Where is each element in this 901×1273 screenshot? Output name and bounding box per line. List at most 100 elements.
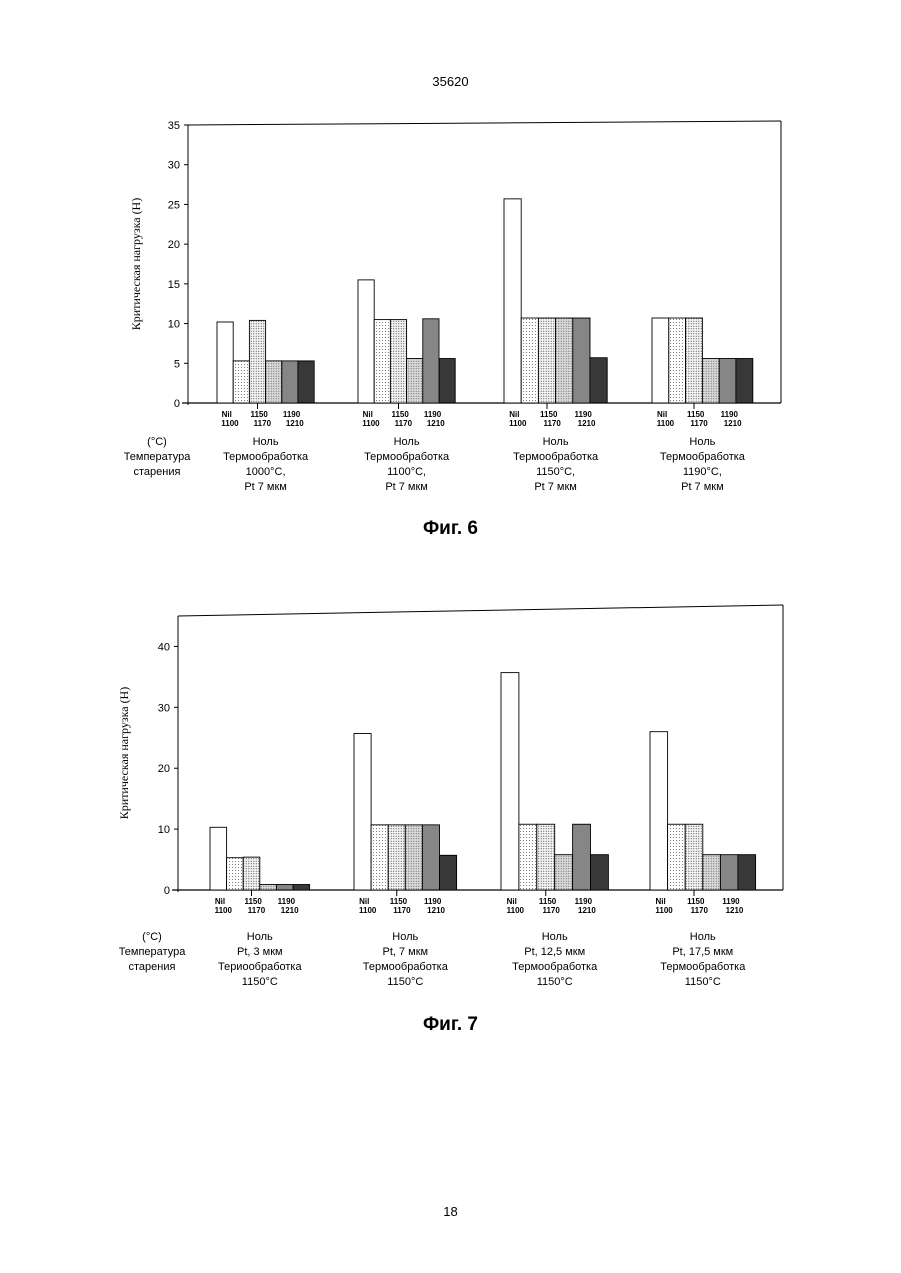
x-tick-label: Nil — [509, 410, 519, 419]
group-label-line: 1150°C, — [536, 466, 575, 478]
bar-1100-group-2 — [374, 320, 390, 403]
x-tick-label: 1170 — [690, 419, 708, 428]
bar-1190-group-2 — [422, 825, 439, 890]
bar-1170-group-1 — [266, 361, 282, 403]
x-tick-label: 1210 — [281, 906, 299, 915]
x-tick-label: 1190 — [722, 897, 740, 906]
y-tick-label: 35 — [168, 120, 180, 132]
y-axis-label: Критическая нагрузка (Н) — [129, 198, 143, 330]
x-tick-label: 1210 — [578, 419, 596, 428]
x-tick-label: 1210 — [286, 419, 304, 428]
x-tick-label: 1100 — [657, 419, 675, 428]
x-tick-label: 1190 — [575, 897, 593, 906]
bar-1170-group-2 — [407, 359, 423, 403]
bar-1150-group-4 — [685, 824, 703, 890]
bar-1170-group-3 — [555, 855, 573, 890]
x-tick-label: 1190 — [721, 410, 739, 419]
x-tick-label: 1170 — [542, 906, 560, 915]
x-tick-label: 1100 — [215, 906, 233, 915]
bar-1210-group-4 — [736, 359, 753, 403]
x-tick-label: 1210 — [724, 419, 742, 428]
bar-nil-group-1 — [210, 827, 227, 890]
group-label-line: Pt, 3 мкм — [237, 946, 283, 958]
figure-6-chart: 05101520253035Критическая нагрузка (Н)(°… — [0, 0, 901, 520]
group-label-line: Pt, 7 мкм — [382, 946, 428, 958]
group-label-line: Термообработка — [223, 451, 309, 463]
group-label-line: Ноль — [247, 931, 273, 943]
bar-1100-group-3 — [521, 318, 538, 403]
x-tick-label: 1210 — [427, 906, 445, 915]
bar-1170-group-4 — [703, 855, 721, 890]
x-tick-label: 1170 — [543, 419, 561, 428]
x-tick-label: 1150 — [687, 410, 705, 419]
group-label-line: Pt 7 мкм — [681, 481, 724, 493]
group-label-line: Термообработка — [660, 451, 746, 463]
x-tick-label: 1150 — [244, 897, 262, 906]
x-tick-label: 1210 — [726, 906, 744, 915]
bar-1210-group-3 — [590, 358, 607, 403]
bar-1150-group-4 — [686, 318, 703, 403]
bar-1190-group-1 — [276, 885, 293, 890]
group-label-line: 1000°C, — [246, 466, 286, 478]
x-tick-label: 1100 — [509, 419, 527, 428]
bar-1150-group-1 — [249, 320, 265, 403]
x-tick-label: 1210 — [427, 419, 445, 428]
group-label-line: Ноль — [689, 436, 715, 448]
bar-nil-group-4 — [652, 318, 669, 403]
group-label-line: Термообработка — [513, 451, 599, 463]
group-label-line: Термообработка — [364, 451, 450, 463]
y-tick-label: 10 — [158, 824, 170, 836]
plot-frame-top — [188, 121, 781, 125]
x-tick-label: 1150 — [250, 410, 268, 419]
y-axis-label: Критическая нагрузка (Н) — [117, 687, 131, 819]
y-tick-label: 15 — [168, 279, 180, 291]
x-tick-label: 1170 — [393, 906, 411, 915]
x-tick-label: 1100 — [507, 906, 525, 915]
bar-1190-group-1 — [282, 361, 298, 403]
x-tick-label: 1210 — [578, 906, 596, 915]
bar-1100-group-2 — [371, 825, 388, 890]
bar-1150-group-3 — [537, 824, 555, 890]
row-label: Температура — [124, 451, 192, 463]
group-label-line: Pt 7 мкм — [385, 481, 428, 493]
y-tick-label: 10 — [168, 319, 180, 331]
figure-7-caption: Фиг. 7 — [0, 1014, 901, 1036]
x-tick-label: Nil — [655, 897, 665, 906]
group-label-line: Ноль — [542, 931, 568, 943]
x-tick-label: 1190 — [574, 410, 592, 419]
x-tick-label: 1190 — [283, 410, 301, 419]
x-tick-label: Nil — [507, 897, 517, 906]
bar-1210-group-1 — [293, 885, 310, 890]
y-tick-label: 30 — [168, 160, 180, 172]
group-label-line: Териообработка — [218, 961, 303, 973]
group-label-line: Pt, 12,5 мкм — [524, 946, 585, 958]
bar-1170-group-2 — [405, 825, 422, 890]
bar-nil-group-3 — [501, 673, 519, 890]
group-label-line: 1150°C — [387, 976, 423, 988]
group-label-line: Ноль — [543, 436, 569, 448]
bar-1100-group-4 — [668, 824, 686, 890]
x-tick-label: 1150 — [391, 410, 409, 419]
figure-7-chart: 010203040Критическая нагрузка (Н)(°C)Тем… — [0, 560, 901, 1000]
x-tick-label: Nil — [222, 410, 232, 419]
bar-1190-group-3 — [573, 824, 591, 890]
bar-1210-group-4 — [738, 855, 756, 890]
row-label: старения — [129, 961, 176, 973]
x-tick-label: 1190 — [278, 897, 296, 906]
bar-1210-group-2 — [440, 855, 457, 890]
group-label-line: Ноль — [690, 931, 716, 943]
x-tick-label: Nil — [363, 410, 373, 419]
x-tick-label: 1150 — [687, 897, 705, 906]
x-tick-label: Nil — [359, 897, 369, 906]
x-tick-label: 1190 — [424, 897, 442, 906]
row-label: Температура — [119, 946, 187, 958]
x-tick-label: 1100 — [359, 906, 377, 915]
group-label-line: Ноль — [392, 931, 418, 943]
x-tick-label: 1170 — [254, 419, 272, 428]
x-tick-label: 1100 — [655, 906, 673, 915]
x-tick-label: 1170 — [395, 419, 413, 428]
bar-1150-group-2 — [390, 320, 406, 403]
row-label: (°C) — [147, 436, 167, 448]
bar-1150-group-1 — [243, 857, 260, 890]
bar-nil-group-1 — [217, 322, 233, 403]
